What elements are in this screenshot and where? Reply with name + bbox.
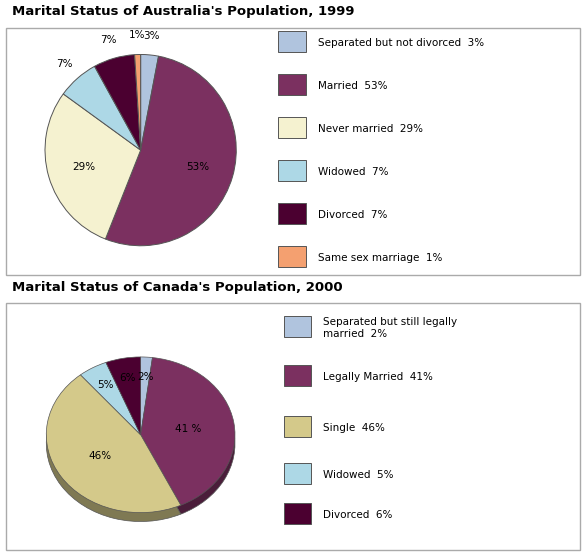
Text: Separated but still legally
married  2%: Separated but still legally married 2%	[323, 317, 457, 339]
Wedge shape	[80, 363, 141, 435]
FancyBboxPatch shape	[278, 246, 306, 267]
Text: Marital Status of Australia's Population, 1999: Marital Status of Australia's Population…	[12, 6, 354, 18]
Wedge shape	[141, 366, 235, 514]
Wedge shape	[45, 94, 141, 239]
Text: Widowed  7%: Widowed 7%	[318, 167, 389, 177]
FancyBboxPatch shape	[284, 463, 311, 484]
Wedge shape	[46, 375, 181, 513]
Wedge shape	[141, 358, 235, 505]
FancyBboxPatch shape	[278, 73, 306, 95]
Wedge shape	[141, 357, 152, 435]
Text: Same sex marriage  1%: Same sex marriage 1%	[318, 253, 442, 262]
Wedge shape	[105, 56, 236, 246]
Text: Never married  29%: Never married 29%	[318, 123, 423, 133]
Wedge shape	[80, 371, 141, 444]
Text: 46%: 46%	[88, 451, 111, 461]
Text: Separated but not divorced  3%: Separated but not divorced 3%	[318, 38, 484, 47]
Wedge shape	[106, 357, 141, 435]
Text: 1%: 1%	[129, 31, 145, 41]
Wedge shape	[141, 54, 159, 150]
FancyBboxPatch shape	[278, 117, 306, 138]
FancyBboxPatch shape	[278, 203, 306, 224]
Text: Marital Status of Canada's Population, 2000: Marital Status of Canada's Population, 2…	[12, 281, 342, 294]
Wedge shape	[46, 384, 181, 522]
Text: 7%: 7%	[56, 59, 73, 69]
Text: 41 %: 41 %	[175, 424, 202, 434]
FancyBboxPatch shape	[278, 31, 306, 52]
Text: Widowed  5%: Widowed 5%	[323, 470, 394, 480]
Wedge shape	[94, 54, 141, 150]
Text: 2%: 2%	[137, 372, 154, 382]
Text: Divorced  6%: Divorced 6%	[323, 509, 393, 519]
Wedge shape	[135, 54, 141, 150]
Text: 7%: 7%	[100, 35, 117, 45]
Text: Divorced  7%: Divorced 7%	[318, 210, 387, 220]
Text: Single  46%: Single 46%	[323, 423, 385, 433]
FancyBboxPatch shape	[284, 316, 311, 337]
FancyBboxPatch shape	[284, 503, 311, 524]
Text: Married  53%: Married 53%	[318, 81, 387, 91]
FancyBboxPatch shape	[278, 160, 306, 181]
Wedge shape	[63, 66, 141, 150]
Wedge shape	[141, 366, 152, 444]
FancyBboxPatch shape	[284, 365, 311, 386]
FancyBboxPatch shape	[284, 416, 311, 438]
Wedge shape	[106, 366, 141, 444]
Text: 3%: 3%	[143, 31, 160, 41]
Text: 29%: 29%	[72, 162, 96, 172]
Text: Legally Married  41%: Legally Married 41%	[323, 372, 433, 382]
Text: 53%: 53%	[186, 162, 209, 172]
Text: 6%: 6%	[120, 373, 136, 383]
Text: 5%: 5%	[97, 380, 113, 390]
